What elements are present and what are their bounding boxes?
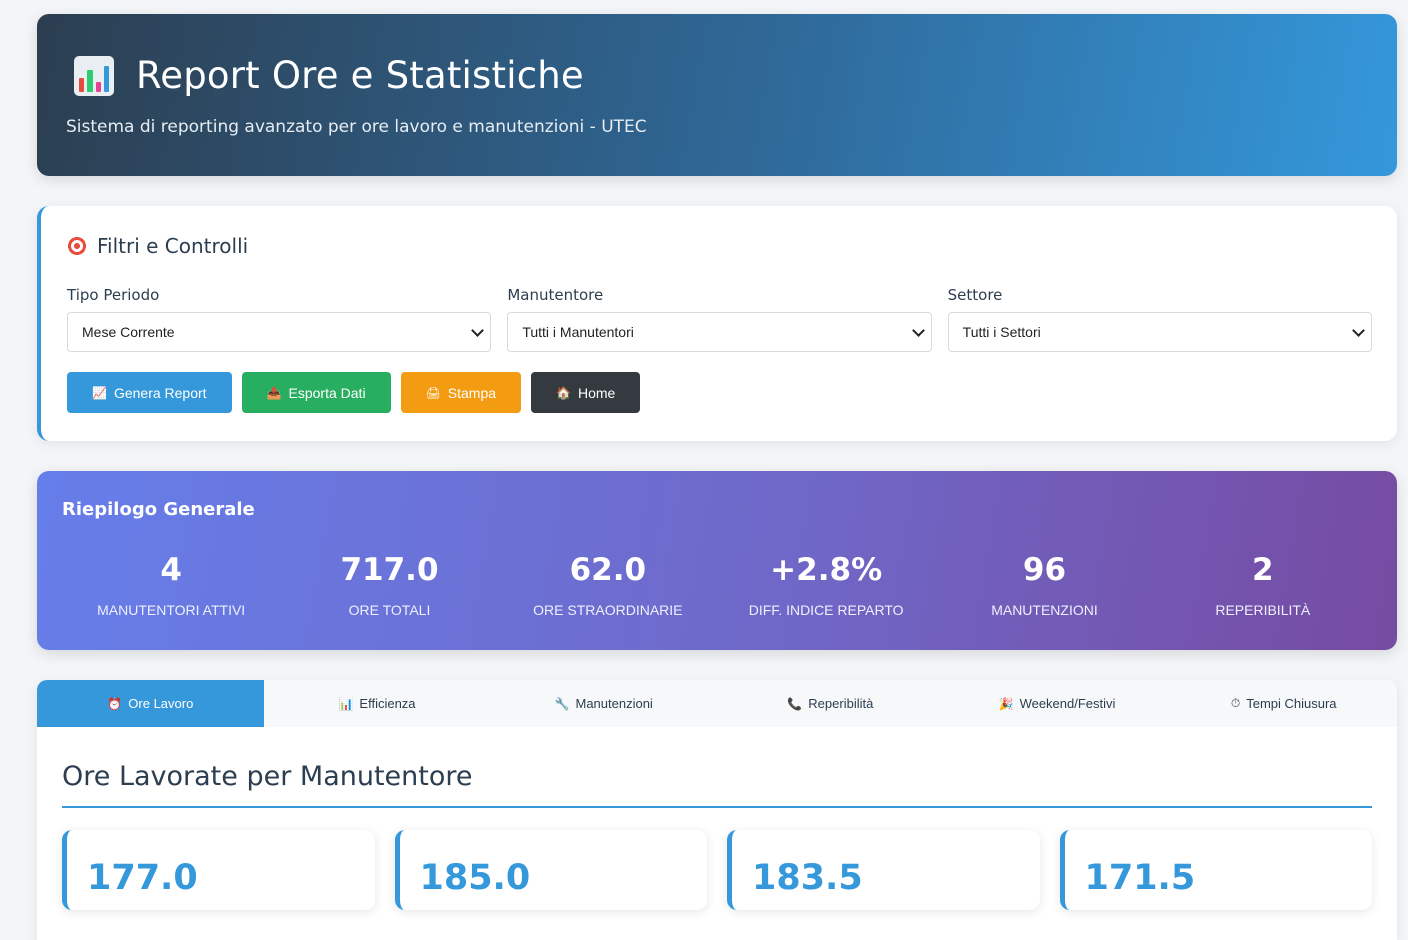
- button-label: Genera Report: [113, 384, 207, 401]
- settore-select[interactable]: Tutti i Settori: [947, 312, 1372, 352]
- field-label: Settore: [947, 286, 1003, 304]
- stat-ore-totali: 717.0 Ore Totali: [280, 552, 498, 618]
- select-value: Mese Corrente: [82, 324, 175, 340]
- manutentore-card: 183.5: [727, 830, 1040, 910]
- card-hours-value: 171.5: [1084, 858, 1196, 898]
- genera-report-button[interactable]: 📈 Genera Report: [67, 372, 232, 413]
- field-settore: Settore Tutti i Settori: [947, 286, 1372, 352]
- tab-efficienza[interactable]: 📊 Efficienza: [264, 680, 491, 727]
- field-manutentore: Manutentore Tutti i Manutentori: [507, 286, 932, 352]
- tab-label: Reperibilità: [808, 696, 874, 711]
- stat-label: Ore Straordinarie: [533, 602, 683, 618]
- bar-chart-icon: [74, 55, 114, 96]
- stat-label: Manutenzioni: [991, 602, 1098, 618]
- stat-ore-straordinarie: 62.0 Ore Straordinarie: [499, 552, 717, 618]
- stat-value: 4: [160, 552, 182, 588]
- phone-icon: 📞: [787, 696, 803, 711]
- summary-stats: 4 Manutentori Attivi 717.0 Ore Totali 62…: [62, 552, 1372, 618]
- page-subtitle: Sistema di reporting avanzato per ore la…: [66, 117, 647, 137]
- action-buttons: 📈 Genera Report 📤 Esporta Dati 🖨 Stampa …: [67, 372, 1372, 413]
- stampa-button[interactable]: 🖨 Stampa: [400, 372, 522, 413]
- button-label: Esporta Dati: [288, 384, 366, 401]
- filter-fields: Tipo Periodo Mese Corrente Manutentore T…: [67, 286, 1372, 352]
- tab-weekend-festivi[interactable]: 🎉 Weekend/Festivi: [944, 680, 1171, 727]
- filters-card: Filtri e Controlli Tipo Periodo Mese Cor…: [37, 206, 1397, 441]
- tipo-periodo-select[interactable]: Mese Corrente: [67, 312, 492, 352]
- tab-reperibilita[interactable]: 📞 Reperibilità: [717, 680, 944, 727]
- stat-diff-indice: +2.8% Diff. Indice Reparto: [717, 552, 935, 618]
- home-button[interactable]: 🏠 Home: [531, 372, 641, 413]
- stat-value: 62.0: [569, 552, 647, 588]
- filters-title-text: Filtri e Controlli: [97, 234, 249, 258]
- button-label: Home: [578, 384, 616, 401]
- stat-label: Manutentori Attivi: [97, 602, 246, 618]
- manutentore-cards: 177.0 185.0 183.5 171.5: [62, 830, 1372, 910]
- summary-title: Riepilogo Generale: [62, 499, 255, 520]
- target-icon: [67, 236, 87, 256]
- manutentore-card: 185.0: [394, 830, 708, 910]
- wrench-icon: 🔧: [554, 696, 570, 711]
- chevron-down-icon: [911, 323, 925, 337]
- stat-value: 2: [1252, 552, 1274, 588]
- stat-manutentori-attivi: 4 Manutentori Attivi: [62, 552, 280, 618]
- chevron-down-icon: [471, 323, 485, 337]
- button-label: Stampa: [447, 384, 497, 401]
- manutentore-card: 171.5: [1059, 830, 1373, 910]
- summary-card: Riepilogo Generale 4 Manutentori Attivi …: [37, 471, 1397, 650]
- report-panel: ⏰ Ore Lavoro 📊 Efficienza 🔧 Manutenzioni…: [37, 680, 1397, 940]
- esporta-dati-button[interactable]: 📤 Esporta Dati: [241, 372, 391, 413]
- party-icon: 🎉: [998, 696, 1014, 711]
- stat-value: 717.0: [340, 552, 439, 588]
- card-hours-value: 183.5: [752, 858, 863, 898]
- section-title: Ore Lavorate per Manutentore: [62, 761, 1372, 808]
- tab-label: Efficienza: [359, 696, 416, 711]
- stat-value: 96: [1022, 552, 1067, 588]
- manutentore-card: 177.0: [62, 830, 375, 910]
- tab-content: Ore Lavorate per Manutentore 177.0 185.0…: [37, 727, 1397, 910]
- filters-title: Filtri e Controlli: [67, 234, 1372, 258]
- tab-label: Manutenzioni: [575, 696, 653, 711]
- stat-label: Reperibilità: [1215, 602, 1311, 618]
- report-tabs: ⏰ Ore Lavoro 📊 Efficienza 🔧 Manutenzioni…: [37, 680, 1397, 727]
- stat-reperibilita: 2 Reperibilità: [1154, 552, 1372, 618]
- tab-label: Ore Lavoro: [128, 696, 194, 711]
- tab-manutenzioni[interactable]: 🔧 Manutenzioni: [490, 680, 717, 727]
- page-title: Report Ore e Statistiche: [66, 54, 1368, 97]
- home-icon: 🏠: [556, 385, 571, 400]
- manutentore-select[interactable]: Tutti i Manutentori: [507, 312, 932, 352]
- field-label: Tipo Periodo: [67, 286, 160, 304]
- select-value: Tutti i Settori: [962, 324, 1041, 340]
- chevron-down-icon: [1352, 323, 1365, 337]
- card-hours-value: 177.0: [87, 858, 198, 898]
- printer-icon: 🖨: [425, 385, 441, 400]
- tab-tempi-chiusura[interactable]: ⏱ Tempi Chiusura: [1170, 680, 1397, 727]
- bar-chart-icon: 📊: [338, 696, 354, 711]
- card-hours-value: 185.0: [419, 858, 531, 898]
- stat-label: Diff. Indice Reparto: [748, 602, 904, 618]
- field-label: Manutentore: [507, 286, 604, 304]
- page-title-text: Report Ore e Statistiche: [136, 54, 584, 97]
- stat-manutenzioni: 96 Manutenzioni: [935, 552, 1153, 618]
- tab-label: Tempi Chiusura: [1246, 696, 1337, 711]
- page-header: Report Ore e Statistiche Sistema di repo…: [37, 14, 1397, 176]
- stat-value: +2.8%: [770, 552, 883, 588]
- field-tipo-periodo: Tipo Periodo Mese Corrente: [67, 286, 492, 352]
- tab-ore-lavoro[interactable]: ⏰ Ore Lavoro: [37, 680, 264, 727]
- tab-label: Weekend/Festivi: [1019, 696, 1116, 711]
- alarm-clock-icon: ⏰: [107, 696, 123, 711]
- page: Report Ore e Statistiche Sistema di repo…: [37, 14, 1397, 940]
- select-value: Tutti i Manutentori: [522, 324, 634, 340]
- stat-label: Ore Totali: [348, 602, 431, 618]
- export-icon: 📤: [266, 385, 282, 400]
- chart-up-icon: 📈: [92, 385, 107, 400]
- stopwatch-icon: ⏱: [1230, 696, 1241, 710]
